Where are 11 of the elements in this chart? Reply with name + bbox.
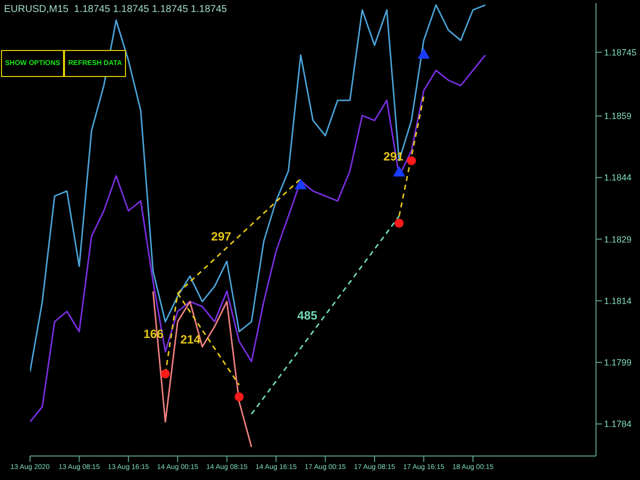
y-tick-label: 1.1799 [604,358,632,368]
y-tick-label: 1.18745 [604,47,637,58]
chart-title: EURUSD,M15 1.18745 1.18745 1.18745 1.18745 [4,4,227,15]
annotation: 214 [180,332,201,346]
y-tick-label: 1.1844 [604,172,632,183]
y-tick-label: 1.1859 [604,111,632,122]
y-tick-label: 1.1784 [604,419,632,430]
y-tick-label: 1.1814 [604,296,632,306]
annotation: 485 [297,308,318,322]
annotation: 297 [211,229,232,244]
y-tick-label: 1.1829 [604,234,632,244]
